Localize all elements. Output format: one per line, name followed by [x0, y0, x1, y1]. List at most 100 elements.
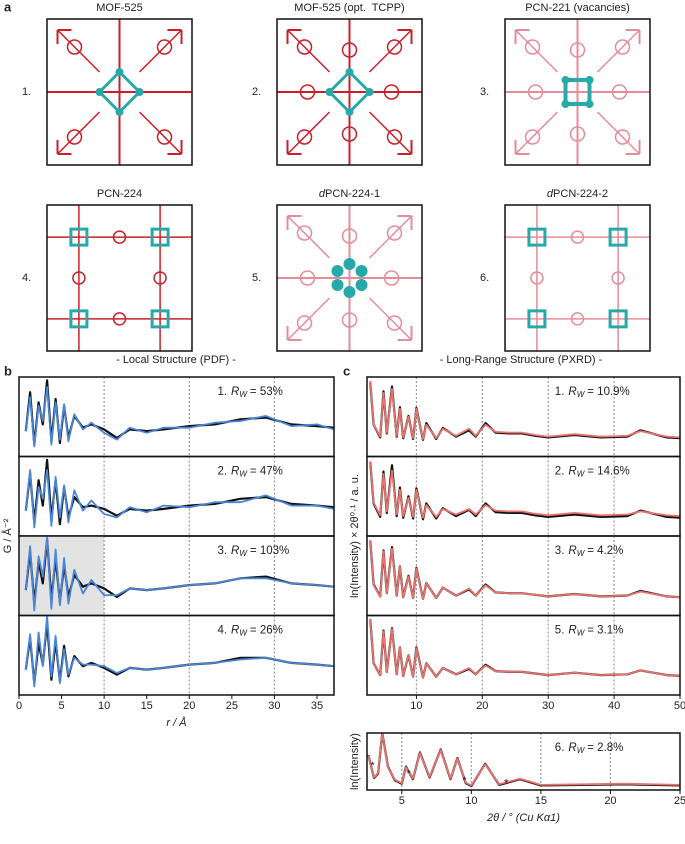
bond	[514, 111, 559, 155]
ring	[524, 39, 541, 55]
ring	[524, 129, 541, 145]
x-tick-label: 35	[311, 700, 323, 712]
x-tick-label: 10	[465, 795, 477, 807]
cluster	[150, 227, 170, 247]
ann-subscript: W	[577, 549, 586, 558]
ring	[614, 39, 631, 55]
ann-value: = 14.6%	[587, 466, 630, 478]
x-tick-label: 5	[59, 700, 65, 712]
tile-frame	[504, 18, 651, 166]
ring	[386, 39, 403, 55]
data-line	[24, 536, 334, 612]
ann-symbol: R	[568, 625, 576, 637]
bond	[514, 29, 559, 73]
ring	[569, 126, 586, 142]
tile-frame	[46, 204, 193, 352]
data-line	[369, 461, 680, 519]
tile-number: 2.	[252, 86, 261, 98]
tile-number: 6.	[480, 272, 489, 284]
panel-label: a	[4, 0, 12, 14]
ring	[299, 84, 316, 100]
atom	[355, 265, 368, 277]
x-tick-label: 25	[674, 795, 685, 807]
bond	[368, 297, 413, 341]
peak-marker: *	[407, 768, 412, 780]
y-axis-label: ln(Intensity) × 2θ⁰·¹ / a. u.	[349, 474, 361, 598]
cluster	[527, 309, 547, 329]
cluster	[69, 227, 89, 247]
tile-number: 4.	[22, 272, 31, 284]
ann-value: = 53%	[250, 386, 283, 398]
data-line	[369, 618, 680, 679]
bond	[368, 215, 413, 259]
x-tick-label: 10	[410, 700, 422, 712]
x-tick-label: 30	[542, 700, 554, 712]
fit-annotation: 6. RW = 2.8%	[555, 742, 624, 755]
ann-value: = 4.2%	[587, 545, 623, 557]
ring	[296, 39, 313, 55]
structure	[277, 205, 422, 351]
ring	[383, 270, 400, 286]
data-line	[24, 379, 334, 446]
ann-prefix: 3.	[555, 545, 565, 557]
ring	[66, 129, 83, 145]
tile-frame	[46, 18, 193, 166]
peak-marker: *	[504, 778, 509, 790]
bond	[596, 111, 641, 155]
atom	[95, 88, 104, 96]
ann-value: = 2.8%	[587, 742, 623, 754]
ring	[570, 312, 585, 326]
fit-annotation: 3. RW = 103%	[217, 545, 289, 558]
ann-subscript: W	[577, 390, 586, 399]
ring	[299, 270, 316, 286]
ann-prefix: 5.	[555, 625, 565, 637]
ring	[341, 312, 358, 328]
ann-prefix: 6.	[555, 742, 565, 754]
data-line	[369, 380, 680, 440]
data-line	[24, 615, 334, 688]
tile-title: MOF-525 (opt. TCPP)	[294, 2, 404, 14]
ring	[156, 129, 173, 145]
ann-value: = 26%	[250, 625, 283, 637]
ring	[72, 271, 86, 285]
panel-label: c	[343, 363, 350, 378]
ring	[341, 42, 358, 58]
data-line	[24, 458, 334, 526]
bond	[368, 29, 413, 73]
bond	[596, 29, 641, 73]
tile-frame	[276, 204, 423, 352]
title-text: MOF-525	[96, 2, 142, 14]
ring	[569, 42, 586, 58]
data-line	[367, 733, 680, 788]
atom	[325, 88, 334, 96]
tile-title: dPCN-224-1	[319, 188, 380, 200]
ring	[386, 315, 403, 331]
ann-prefix: 2.	[555, 466, 565, 478]
data-line	[24, 469, 334, 529]
ann-symbol: R	[568, 545, 576, 557]
panel-label: b	[4, 363, 12, 378]
ring	[156, 39, 173, 55]
ann-symbol: R	[231, 466, 239, 478]
fit-annotation: 1. RW = 10.9%	[555, 386, 630, 399]
atom	[343, 258, 356, 270]
ring	[341, 126, 358, 142]
atom	[585, 76, 594, 84]
fit-annotation: 1. RW = 53%	[217, 386, 282, 399]
title-text: PCN-221 (vacancies)	[525, 2, 630, 14]
cluster	[563, 78, 592, 106]
structure	[505, 19, 650, 165]
atom	[355, 279, 368, 291]
title-text: PCN-224	[97, 188, 142, 200]
tile-title: dPCN-224-2	[547, 188, 608, 200]
ann-subscript: W	[239, 390, 248, 399]
ann-subscript: W	[577, 470, 586, 479]
ann-subscript: W	[577, 629, 586, 638]
cluster	[69, 309, 89, 329]
ann-value: = 10.9%	[587, 386, 630, 398]
atom	[561, 100, 570, 108]
x-tick-label: 5	[399, 795, 405, 807]
ann-value: = 103%	[250, 545, 289, 557]
ann-subscript: W	[239, 629, 248, 638]
bond	[56, 111, 101, 155]
